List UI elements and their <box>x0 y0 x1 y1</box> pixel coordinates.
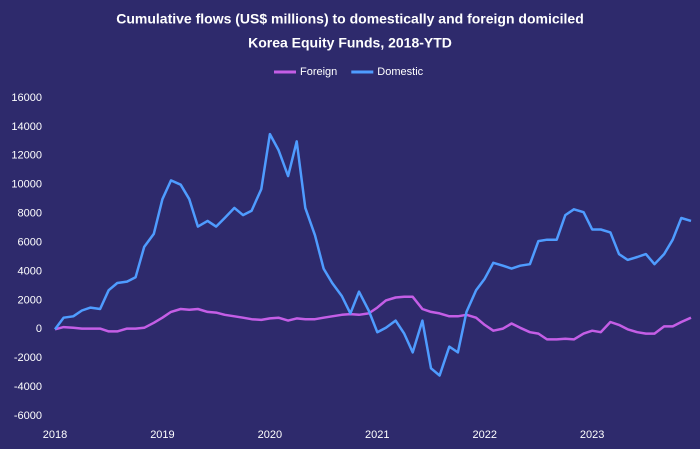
chart-title: Korea Equity Funds, 2018-YTD <box>248 35 452 51</box>
chart-title: Cumulative flows (US$ millions) to domes… <box>116 11 584 27</box>
y-tick-label: -6000 <box>14 410 42 422</box>
y-tick-label: -2000 <box>14 352 42 364</box>
y-tick-label: 12000 <box>11 150 42 162</box>
x-tick-label: 2021 <box>365 429 389 441</box>
y-tick-label: 8000 <box>18 208 42 220</box>
y-tick-label: 16000 <box>11 92 42 104</box>
y-tick-label: 4000 <box>18 265 42 277</box>
y-tick-label: 14000 <box>11 121 42 133</box>
legend-label: Foreign <box>300 66 337 78</box>
y-tick-label: 6000 <box>18 236 42 248</box>
x-tick-label: 2018 <box>43 429 67 441</box>
y-tick-label: 10000 <box>11 179 42 191</box>
y-tick-label: 0 <box>36 323 42 335</box>
legend-label: Domestic <box>377 66 423 78</box>
x-tick-label: 2023 <box>580 429 604 441</box>
x-tick-label: 2020 <box>258 429 282 441</box>
series-line <box>53 132 692 377</box>
series-line <box>54 295 692 341</box>
x-tick-label: 2022 <box>472 429 496 441</box>
x-tick-label: 2019 <box>150 429 174 441</box>
y-tick-label: -4000 <box>14 381 42 393</box>
y-tick-label: 2000 <box>18 294 42 306</box>
